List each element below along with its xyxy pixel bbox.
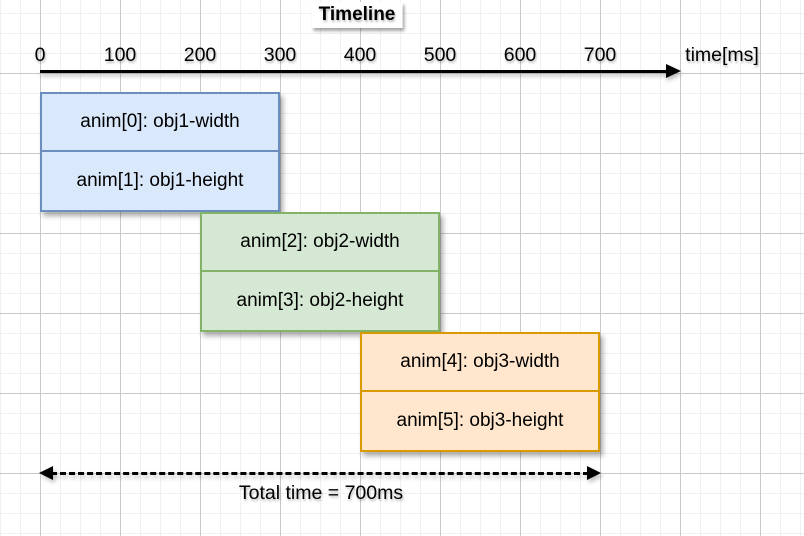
axis-tick: 100: [103, 44, 137, 66]
axis-tick: 700: [583, 44, 617, 66]
axis-tick: 600: [503, 44, 537, 66]
axis-tick: 400: [343, 44, 377, 66]
track-row: anim[0]: obj1-width: [42, 94, 278, 152]
axis-tick: 0: [34, 44, 46, 66]
track-row: anim[4]: obj3-width: [362, 334, 598, 392]
axis-tick: 200: [183, 44, 217, 66]
track-obj3: anim[4]: obj3-width anim[5]: obj3-height: [360, 332, 600, 452]
axis-unit-label: time[ms]: [685, 44, 759, 66]
track-row: anim[5]: obj3-height: [396, 410, 564, 431]
axis-arrowhead-icon: [666, 64, 681, 78]
track-obj1: anim[0]: obj1-width anim[1]: obj1-height: [40, 92, 280, 212]
arrow-left-icon: [39, 466, 53, 480]
total-time-label: Total time = 700ms: [238, 482, 404, 504]
track-row: anim[1]: obj1-height: [76, 170, 244, 191]
axis-line: [40, 70, 668, 73]
track-obj2: anim[2]: obj2-width anim[3]: obj2-height: [200, 212, 440, 332]
diagram-title: Timeline: [311, 2, 403, 28]
dashed-line: [51, 471, 589, 475]
axis-tick: 500: [423, 44, 457, 66]
track-row: anim[2]: obj2-width: [202, 214, 438, 272]
axis-tick: 300: [263, 44, 297, 66]
track-row: anim[3]: obj2-height: [236, 290, 404, 311]
arrow-right-icon: [587, 466, 601, 480]
